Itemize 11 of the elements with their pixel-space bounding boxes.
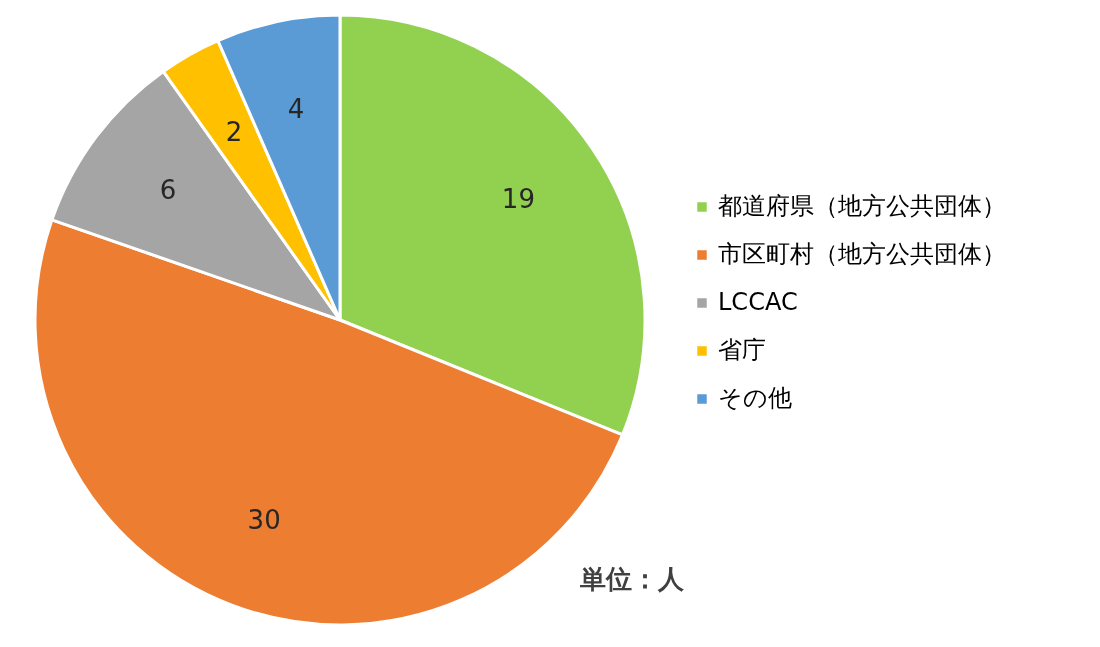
legend-label: 省庁	[718, 336, 766, 364]
data-label: 6	[159, 174, 177, 205]
data-label: 30	[247, 505, 281, 536]
legend-label: 都道府県（地方公共団体）	[718, 192, 1006, 220]
data-label: 4	[287, 93, 305, 124]
text: 単位：人	[579, 564, 685, 594]
data-label: 2	[225, 116, 243, 147]
legend-label: LCCAC	[718, 288, 798, 316]
legend-label: 市区町村（地方公共団体）	[718, 240, 1006, 268]
data-label: 19	[501, 183, 535, 214]
legend-label: その他	[718, 384, 792, 412]
